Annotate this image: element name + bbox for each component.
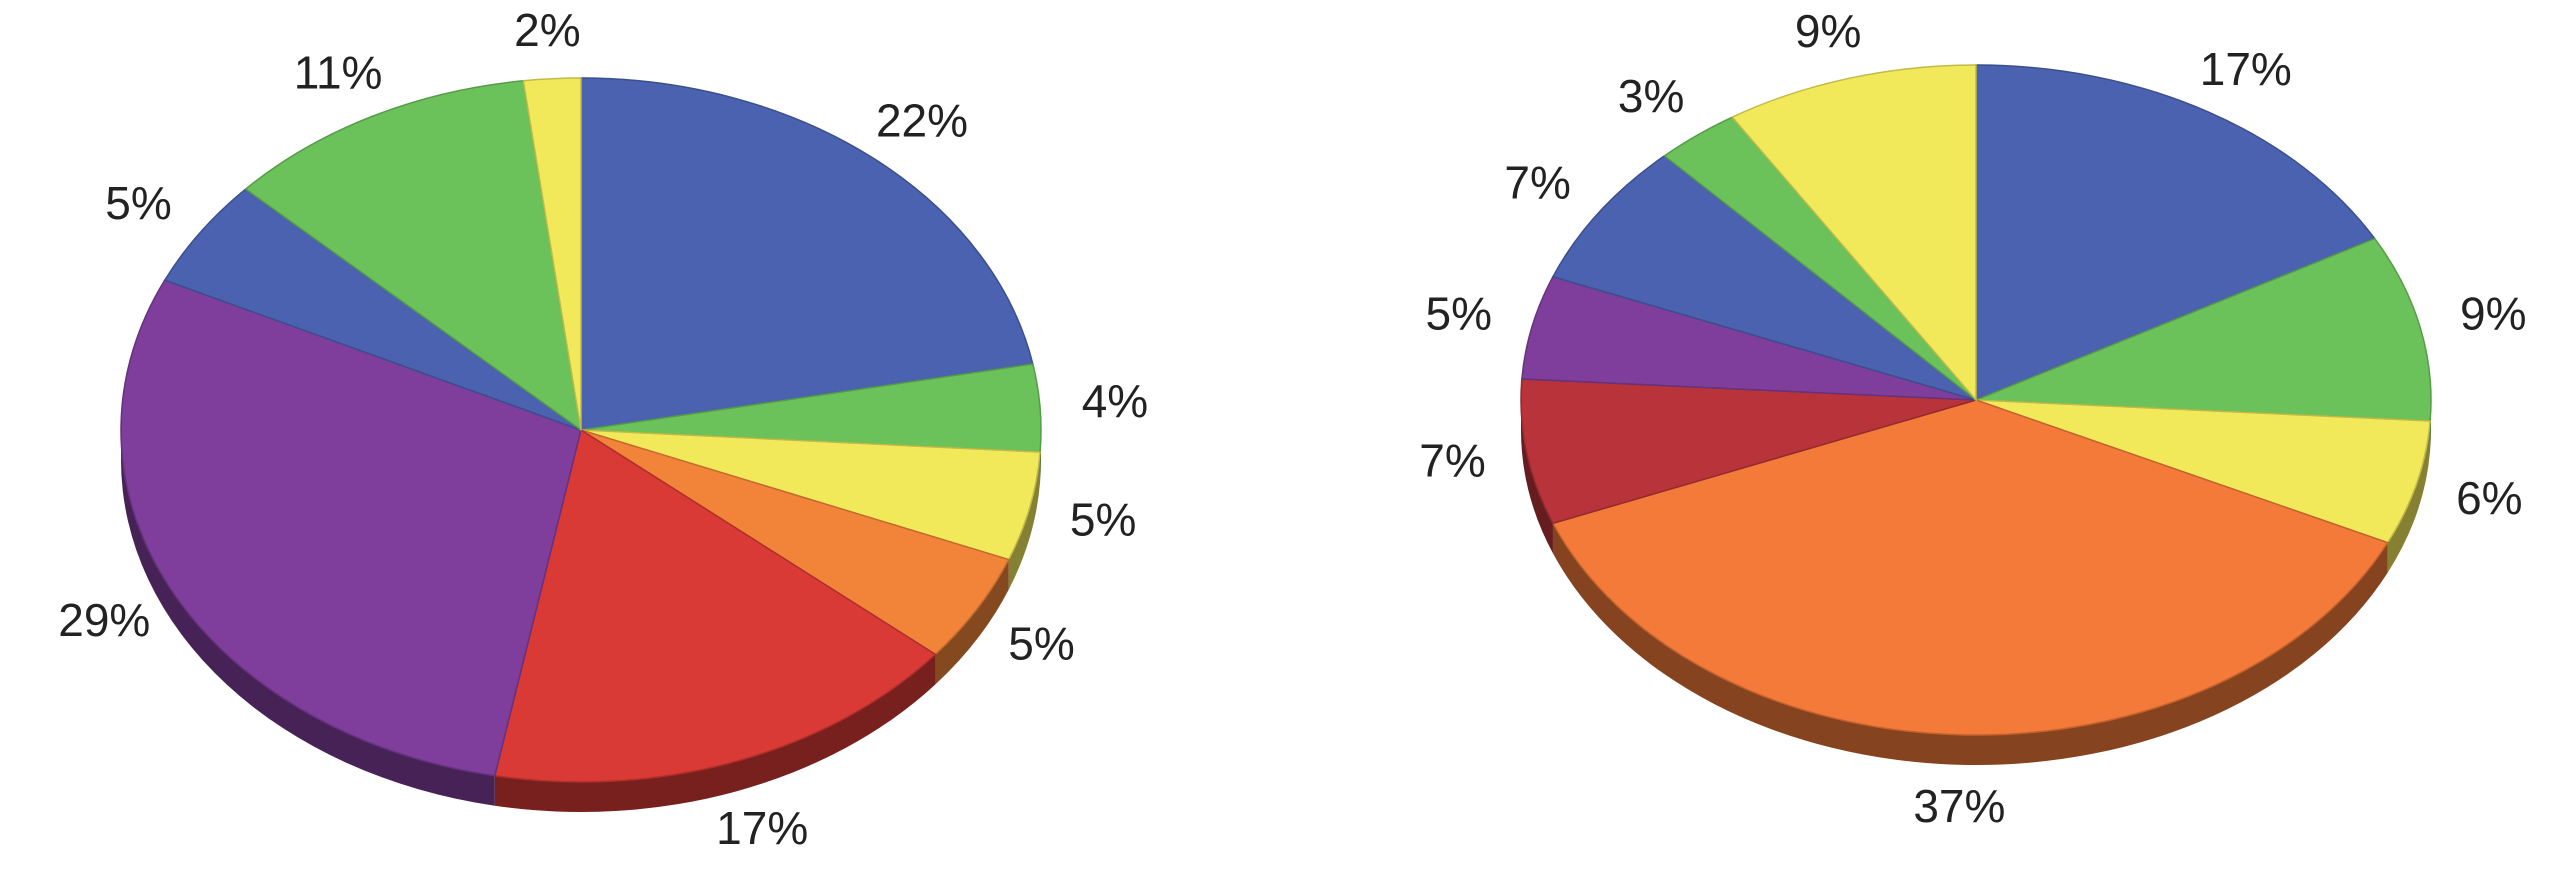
slice: [493, 428, 937, 783]
slice: [580, 429, 1010, 656]
slice: [163, 188, 582, 431]
slice: [1975, 399, 2431, 544]
data-label: 7%: [1504, 157, 1570, 209]
data-label: 22%: [876, 94, 968, 146]
slice: [1551, 154, 1977, 401]
slice-side: [494, 654, 936, 812]
data-label: 29%: [58, 594, 150, 646]
slice: [1730, 64, 1977, 403]
data-label: 11%: [294, 46, 383, 98]
slice: [1975, 64, 2376, 402]
data-label: 5%: [1070, 493, 1136, 545]
data-label: 6%: [2456, 472, 2522, 524]
slice: [244, 79, 583, 432]
data-label: 3%: [1618, 70, 1684, 122]
data-label: 37%: [1913, 780, 2005, 832]
data-label: 9%: [2460, 287, 2526, 339]
slice: [1975, 237, 2432, 422]
data-label: 9%: [1795, 5, 1861, 57]
slice-side: [2387, 421, 2431, 573]
slice: [120, 279, 582, 777]
pie: 17% 9% 6% 37% 7% 5% 7% 3% 9%: [1419, 5, 2526, 832]
data-label: 4%: [1082, 375, 1148, 427]
data-label: 7%: [1419, 434, 1485, 486]
slice: [1551, 399, 2389, 736]
data-label: 17%: [716, 802, 808, 854]
slice: [580, 429, 1041, 561]
data-label: 17%: [2200, 43, 2292, 95]
slice-side: [1552, 523, 2388, 766]
slice: [1521, 275, 1977, 401]
slice-side: [121, 430, 495, 806]
data-label: 2%: [514, 4, 580, 56]
slice: [1520, 378, 1977, 525]
data-label: 5%: [1426, 287, 1492, 339]
pie: 22% 4% 5% 5% 17% 29% 5% 11% 2%: [58, 4, 1148, 854]
data-label: 5%: [105, 177, 171, 229]
data-label: 5%: [1008, 618, 1074, 670]
slice-side: [1521, 400, 1553, 554]
slice: [522, 77, 582, 431]
slice-side: [1008, 452, 1041, 590]
slice: [580, 77, 1034, 431]
